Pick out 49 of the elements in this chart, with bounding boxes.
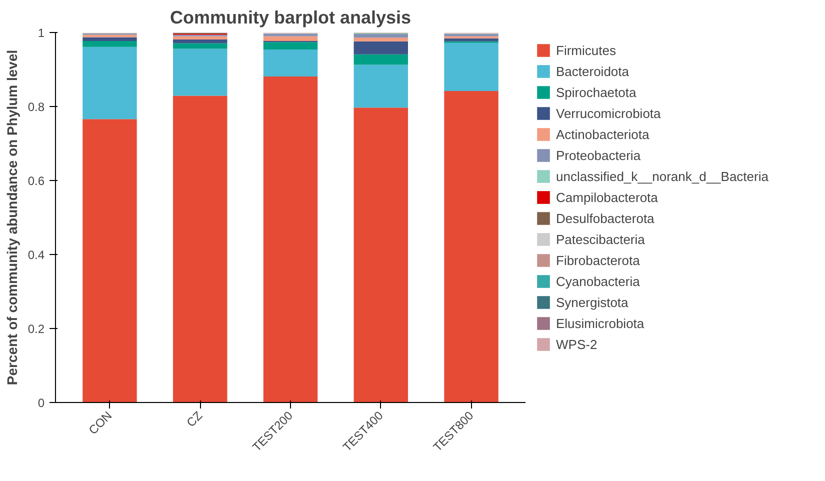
bar (354, 64, 408, 108)
bar (354, 38, 408, 42)
legend-label: Desulfobacterota (556, 210, 654, 226)
legend-label: Firmicutes (556, 42, 616, 58)
legend-label: Elusimicrobiota (556, 315, 644, 331)
bar (82, 34, 137, 38)
y-tick-label: 1 (38, 26, 45, 40)
bar (444, 38, 498, 42)
bar (82, 119, 137, 402)
bar (354, 41, 408, 54)
y-tick-label: 0.4 (28, 248, 45, 262)
bar (173, 36, 228, 40)
legend-label: Proteobacteria (556, 147, 641, 163)
bar (444, 42, 498, 91)
legend-label: Synergistota (556, 294, 628, 310)
legend-label: Bacteroidota (556, 63, 629, 79)
x-tick-label: CZ (184, 408, 206, 430)
bar (354, 54, 408, 65)
legend-label: WPS-2 (556, 336, 598, 352)
legend-label: Patescibacteria (556, 231, 645, 247)
bar (173, 96, 228, 402)
bar (263, 42, 318, 50)
legend-label: Spirochaetota (556, 84, 636, 100)
legend-label: Fibrobacterota (556, 252, 640, 268)
bar (173, 43, 228, 49)
y-tick-label: 0.2 (28, 322, 45, 336)
bar (82, 46, 137, 120)
bar (263, 36, 318, 42)
bar (444, 90, 498, 402)
bar (82, 41, 137, 47)
legend-label: Actinobacteriota (556, 126, 650, 142)
bar (354, 34, 408, 38)
bar (263, 50, 318, 77)
chart-title: Community barplot analysis (170, 8, 412, 28)
legend-label: Verrucomicrobiota (556, 105, 661, 121)
bar (444, 34, 498, 36)
bar (82, 37, 137, 42)
bar (354, 108, 408, 402)
legend-label: unclassified_k__norank_d__Bacteria (556, 168, 768, 184)
legend-label: Cyanobacteria (556, 273, 640, 289)
y-tick-label: 0.6 (28, 174, 45, 188)
y-axis-title: Percent of community abundance on Phylum level (4, 50, 20, 386)
y-tick-label: 0.8 (28, 100, 45, 114)
legend-label: Campilobacterota (556, 189, 658, 205)
bar (263, 76, 318, 402)
bar (173, 48, 228, 96)
bar (173, 40, 228, 44)
y-tick-label: 0 (38, 396, 45, 410)
bar (263, 34, 318, 36)
